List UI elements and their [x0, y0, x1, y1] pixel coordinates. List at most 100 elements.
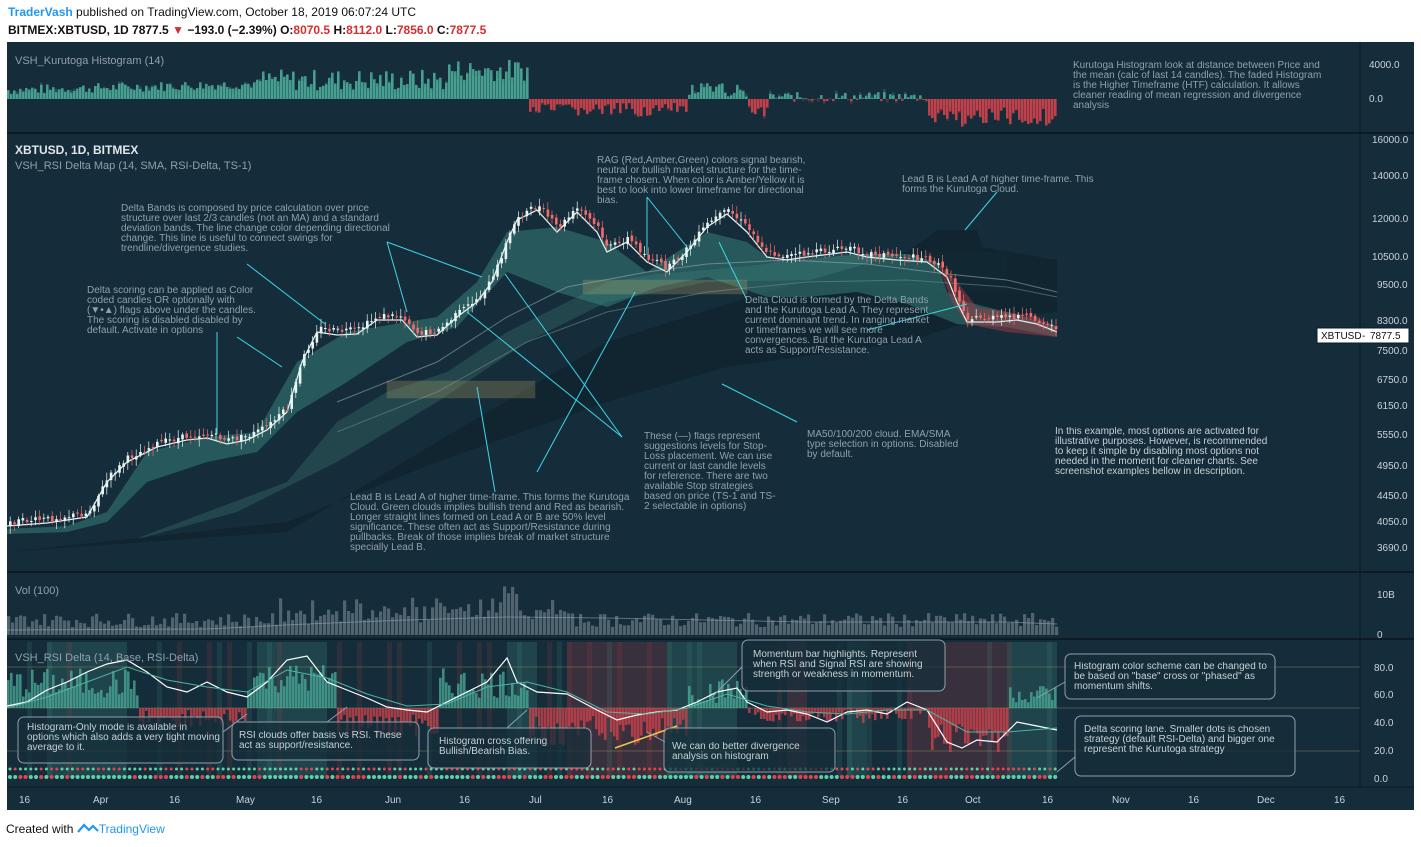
kurutoga-bar	[421, 69, 424, 99]
score-dot-large	[522, 775, 527, 779]
kurutoga-htf-bar	[757, 99, 760, 110]
kurutoga-bar	[745, 96, 748, 99]
chart-area[interactable]: VSH_Kurutoga Histogram (14) Kurutoga His…	[6, 42, 1414, 810]
volume-bar	[995, 623, 999, 635]
score-dot-large	[741, 775, 746, 779]
volume-bar	[715, 619, 719, 635]
chart-svg[interactable]: VSH_Kurutoga Histogram (14) Kurutoga His…	[6, 42, 1414, 810]
kurutoga-bar	[109, 89, 112, 99]
kurutoga-htf-bar	[184, 86, 187, 99]
score-dot-small	[81, 767, 85, 771]
candle-body	[655, 259, 659, 261]
rsi-line	[6, 655, 1058, 749]
kurutoga-htf-bar	[268, 72, 271, 99]
rsi-hist-bar	[19, 674, 22, 708]
volume-bar	[891, 616, 895, 635]
kurutoga-bar	[790, 95, 793, 99]
rsi-hist-bar	[97, 692, 100, 708]
score-dot-small	[388, 767, 392, 771]
rsi-hist-bar	[766, 708, 769, 721]
candle-body	[924, 256, 928, 258]
kurutoga-bar	[340, 89, 343, 99]
rsi-hist-bar	[625, 708, 628, 725]
score-dot-large	[507, 775, 512, 779]
kurutoga-bar	[217, 85, 220, 99]
kurutoga-bar	[319, 86, 322, 99]
kurutoga-bar	[307, 86, 310, 99]
volume-bar	[823, 614, 827, 635]
score-dot-large	[855, 775, 860, 779]
kurutoga-htf-bar	[334, 85, 337, 99]
candle-body	[500, 258, 503, 264]
candle-body	[945, 268, 949, 275]
kurutoga-bar	[130, 88, 133, 99]
score-dot-small	[637, 767, 641, 771]
score-dot-large	[179, 775, 184, 779]
kurutoga-htf-bar	[889, 96, 892, 99]
rsi-hist-bar	[427, 708, 430, 727]
rsi-hist-bar	[1051, 699, 1054, 708]
score-dot-small	[226, 767, 230, 771]
kurutoga-bar	[550, 99, 553, 110]
rsi-hist-bar	[826, 708, 829, 721]
rsi-hist-bar	[406, 708, 409, 723]
kurutoga-bar	[850, 99, 853, 102]
candle-body	[412, 324, 415, 330]
kurutoga-bar	[838, 97, 841, 99]
author-link[interactable]: TraderVash	[8, 5, 73, 19]
kurutoga-bar	[946, 99, 949, 119]
volume-bar	[835, 622, 839, 635]
score-dot-large	[54, 775, 59, 779]
price-tag-dash: -	[1362, 331, 1365, 342]
candle-body	[181, 434, 184, 440]
kurutoga-htf-bar	[328, 80, 331, 99]
kurutoga-htf-bar	[148, 87, 151, 99]
kurutoga-htf-bar	[880, 99, 883, 100]
score-dot-large	[621, 775, 626, 779]
kurutoga-bar	[316, 90, 319, 99]
kurutoga-bar	[631, 99, 634, 110]
kurutoga-htf-bar	[874, 93, 877, 99]
candle-body	[802, 250, 806, 256]
rsi-hist-bar	[379, 708, 382, 717]
kurutoga-htf-bar	[322, 85, 325, 99]
volume-bar	[407, 615, 411, 635]
kurutoga-bar	[97, 83, 100, 99]
kurutoga-htf-bar	[280, 72, 283, 99]
volume-bar	[615, 615, 619, 635]
rsi-hist-bar	[481, 673, 484, 708]
kurutoga-htf-bar	[385, 70, 388, 99]
kurutoga-bar	[916, 99, 919, 101]
kurutoga-htf-bar	[589, 99, 592, 111]
candle-body	[559, 224, 562, 228]
volume-bar	[303, 614, 307, 635]
rsi-hist-bar	[154, 708, 157, 718]
kurutoga-htf-bar	[442, 92, 445, 99]
volume-bar	[411, 597, 415, 635]
kurutoga-htf-bar	[460, 79, 463, 99]
kurutoga-htf-bar	[262, 74, 265, 99]
rsi-hist-bar	[835, 708, 838, 722]
kurutoga-htf-bar	[493, 82, 496, 99]
kurutoga-bar	[31, 87, 34, 99]
tradingview-link[interactable]: TradingView	[98, 822, 165, 836]
kurutoga-bar	[244, 83, 247, 99]
volume-bar	[63, 620, 67, 635]
candle-body	[336, 328, 340, 330]
volume-bar	[55, 615, 59, 635]
score-dot-large	[590, 775, 595, 779]
rsi-hist-bar	[718, 681, 721, 708]
kurutoga-htf-bar	[484, 73, 487, 99]
rsi-hist-bar	[436, 708, 439, 734]
rsi-hist-bar	[895, 708, 898, 714]
kurutoga-bar	[346, 82, 349, 99]
kurutoga-htf-bar	[457, 66, 460, 99]
rsi-hist-bar	[748, 708, 751, 713]
kurutoga-htf-bar	[136, 84, 139, 99]
rsi-hist-bar	[892, 708, 895, 709]
score-dot-small	[102, 767, 106, 771]
candle-body	[252, 431, 256, 437]
kurutoga-htf-bar	[106, 89, 109, 99]
kurutoga-bar	[718, 84, 721, 99]
rsi-hist-bar	[634, 708, 637, 745]
